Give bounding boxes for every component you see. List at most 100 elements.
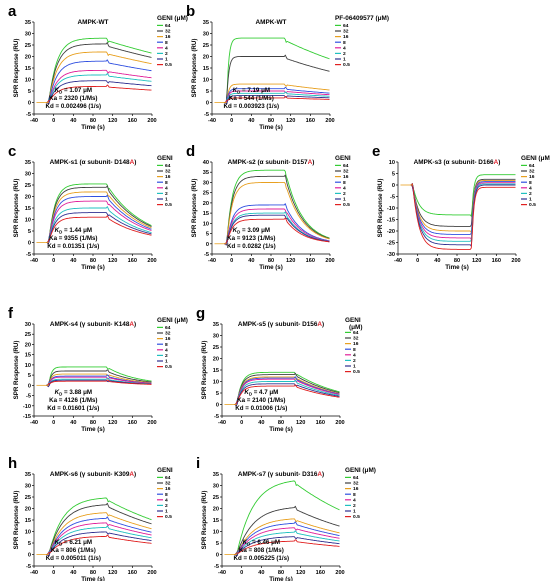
- legend-item-4: 4: [165, 45, 168, 51]
- y-tick-label: 10: [389, 160, 395, 166]
- legend-item-32: 32: [343, 29, 349, 35]
- y-tick-label: 30: [203, 180, 209, 186]
- legend-item-4: 4: [353, 352, 356, 358]
- x-tick-label: 40: [434, 258, 440, 264]
- y-tick-label: 20: [203, 201, 209, 207]
- legend-item-64: 64: [353, 330, 359, 336]
- series-line-4: [224, 208, 330, 246]
- y-tick-label: 35: [25, 20, 31, 26]
- y-tick-label: 10: [213, 380, 219, 386]
- x-tick-label: 160: [306, 258, 315, 264]
- panel-title-c: AMPK-s1 (α subunit- D148A): [50, 159, 137, 166]
- title-mutation: A: [494, 159, 499, 166]
- y-tick-label: 30: [203, 32, 209, 38]
- y-tick-label: 0: [28, 553, 31, 559]
- ka-annotation: Ka = 2320 (1/Ms): [49, 95, 97, 102]
- y-tick-label: 10: [203, 78, 209, 84]
- legend-item-32: 32: [165, 331, 171, 337]
- legend-item-1: 1: [165, 359, 168, 365]
- legend-item-4: 4: [165, 347, 168, 353]
- kd-annotation: KD = 6.46 μM: [243, 539, 280, 547]
- series-line-16: [224, 181, 330, 246]
- legend-item-32: 32: [529, 169, 535, 175]
- series-line-64: [224, 37, 330, 105]
- series-line-1: [46, 531, 152, 557]
- legend-item-8: 8: [343, 180, 346, 186]
- y-tick-label: 15: [213, 368, 219, 374]
- legend-title: GENI: [157, 467, 173, 474]
- y-tick-label: 5: [216, 541, 219, 547]
- legend-item-64: 64: [165, 23, 171, 29]
- series-line-32: [46, 502, 152, 555]
- y-tick-label: 25: [25, 43, 31, 49]
- y-tick-label: 15: [25, 518, 31, 524]
- y-tick-label: 35: [213, 322, 219, 328]
- y-tick-label: 25: [213, 345, 219, 351]
- x-tick-label: 80: [90, 258, 96, 264]
- x-tick-label: -40: [218, 570, 226, 576]
- legend-item-4: 4: [165, 497, 168, 503]
- series-line-0.5: [410, 183, 516, 250]
- y-tick-label: 25: [203, 191, 209, 197]
- legend-item-0.5: 0.5: [353, 514, 360, 520]
- series-group: [46, 497, 152, 557]
- series-line-1: [46, 212, 152, 245]
- x-tick-label: 120: [286, 118, 295, 124]
- y-tick-label: 5: [392, 172, 395, 178]
- legend-item-1: 1: [343, 197, 346, 203]
- y-tick-label: 15: [25, 353, 31, 359]
- series-line-8: [234, 521, 340, 555]
- x-tick-label: 120: [108, 420, 117, 426]
- y-tick-label: -5: [26, 394, 31, 400]
- x-tick-label: 120: [296, 570, 305, 576]
- x-tick-label: 40: [248, 118, 254, 124]
- title-text: AMPK-s6 (γ subunit- K309: [50, 471, 130, 478]
- series-line-64: [46, 37, 152, 105]
- series-line-64: [224, 169, 330, 246]
- y-tick-label: 0: [28, 101, 31, 107]
- title-text: AMPK-s7 (γ subunit- D316: [238, 471, 318, 478]
- legend-item-0.5: 0.5: [529, 202, 536, 208]
- series-line-16: [234, 376, 340, 407]
- series-group: [224, 169, 330, 246]
- title-text: AMPK-s1 (α subunit- D148: [50, 159, 130, 166]
- y-tick-label: -5: [390, 195, 395, 201]
- x-axis-label: Time (s): [81, 124, 105, 131]
- legend-title: PF-06409577 (μM): [335, 15, 389, 22]
- panel-label-g: g: [196, 305, 205, 322]
- legend-title: GENI (μM): [345, 467, 376, 474]
- x-tick-label: 80: [90, 118, 96, 124]
- title-suffix: ): [312, 159, 314, 166]
- legend-item-1: 1: [353, 509, 356, 515]
- y-tick-label: 0: [216, 553, 219, 559]
- y-tick-label: 25: [25, 183, 31, 189]
- y-tick-label: 0: [28, 383, 31, 389]
- panel-title-f: AMPK-s4 (γ subunit- K148A): [50, 321, 136, 328]
- x-tick-label: 40: [258, 420, 264, 426]
- x-tick-label: 0: [240, 420, 243, 426]
- y-tick-label: 0: [206, 242, 209, 248]
- y-tick-label: 5: [28, 89, 31, 95]
- series-line-8: [410, 181, 516, 235]
- series-line-32: [224, 54, 330, 103]
- legend-item-16: 16: [529, 174, 535, 180]
- series-group: [46, 366, 152, 388]
- legend-title: GENI: [335, 155, 351, 162]
- ka-annotation: Ka = 9123 (1/Ms): [227, 235, 275, 242]
- series-line-64: [46, 183, 152, 245]
- y-tick-label: 30: [213, 334, 219, 340]
- series-line-32: [410, 178, 516, 227]
- x-axis-label: Time (s): [259, 124, 283, 131]
- legend-item-0.5: 0.5: [165, 364, 172, 370]
- x-tick-label: 120: [108, 118, 117, 124]
- y-tick-label: 20: [213, 357, 219, 363]
- y-tick-label: 10: [203, 221, 209, 227]
- koff-annotation: Kd = 0.003923 (1/s): [224, 103, 280, 110]
- x-axis-label: Time (s): [81, 264, 105, 271]
- x-tick-label: 160: [306, 118, 315, 124]
- x-tick-label: 80: [454, 258, 460, 264]
- x-axis-label: Time (s): [445, 264, 469, 271]
- y-tick-label: 0: [206, 101, 209, 107]
